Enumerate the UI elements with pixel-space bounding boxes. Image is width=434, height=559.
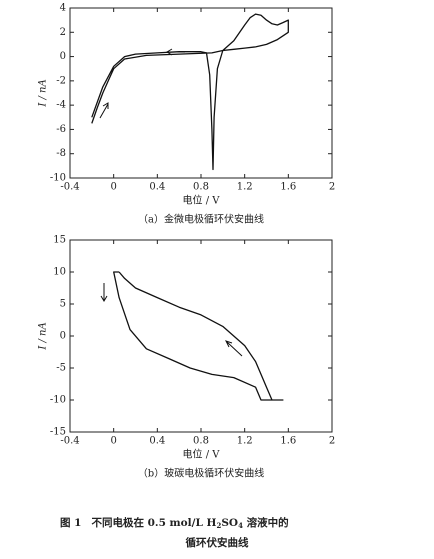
x-tick-label: 2 [329,436,335,447]
figure-label: 图 1 [60,517,81,529]
arrow [99,102,109,119]
cv-curve [113,271,284,401]
chart-caption: （b）玻碳电极循环伏安曲线 [138,467,264,480]
x-tick-label: 1.6 [280,182,296,193]
x-tick-label: 0.8 [193,182,209,193]
x-tick-label: 0.4 [149,436,165,447]
y-tick-label: -5 [56,363,66,374]
x-axis-label: 电位 / V [183,194,221,207]
y-tick-label: -10 [50,395,66,406]
x-tick-label: 1.2 [237,436,253,447]
x-axis-label: 电位 / V [183,448,221,461]
x-tick-label: 2 [329,182,335,193]
y-tick-label: -10 [50,173,66,184]
arrow [225,340,243,357]
plot-frame [69,7,333,179]
chart-caption: （a）金微电极循环伏安曲线 [138,213,264,226]
y-tick-label: 2 [60,27,66,38]
y-axis-label: I / nA [38,322,49,350]
caption-text: SO [221,517,238,529]
x-tick-label: -0.4 [60,182,79,193]
figure-caption-line2: 循环伏安曲线 [186,536,249,549]
arrow [100,283,108,302]
y-tick-label: 4 [60,3,66,14]
x-tick-label: 0.8 [193,436,209,447]
y-tick-label: -4 [56,100,66,111]
figure-caption: 图 1 不同电极在 0.5 mol/L H2SO4 溶液中的 [60,516,289,530]
y-tick-label: -8 [56,148,66,159]
x-tick-label: 0.4 [149,182,165,193]
x-tick-label: 1.2 [237,182,253,193]
cv-curve [91,13,289,171]
y-tick-label: 0 [60,51,66,62]
y-tick-label: 0 [60,331,66,342]
subscript: 2 [216,521,221,530]
caption-text: 溶液中的 [243,516,289,529]
y-tick-label: 10 [53,267,66,278]
x-tick-label: 0 [110,436,116,447]
x-tick-label: 0 [110,182,116,193]
subscript: 4 [238,521,243,530]
x-tick-label: 1.6 [280,436,296,447]
y-axis-label: I / nA [38,79,49,107]
plot-frame [69,239,333,433]
y-tick-label: 5 [60,299,66,310]
x-tick-label: -0.4 [60,436,79,447]
y-tick-label: 15 [53,235,66,246]
y-tick-label: -15 [50,427,66,438]
y-tick-label: -6 [56,124,66,135]
caption-text: 不同电极在 0.5 mol/L H [91,516,216,529]
y-tick-label: -2 [56,75,66,86]
